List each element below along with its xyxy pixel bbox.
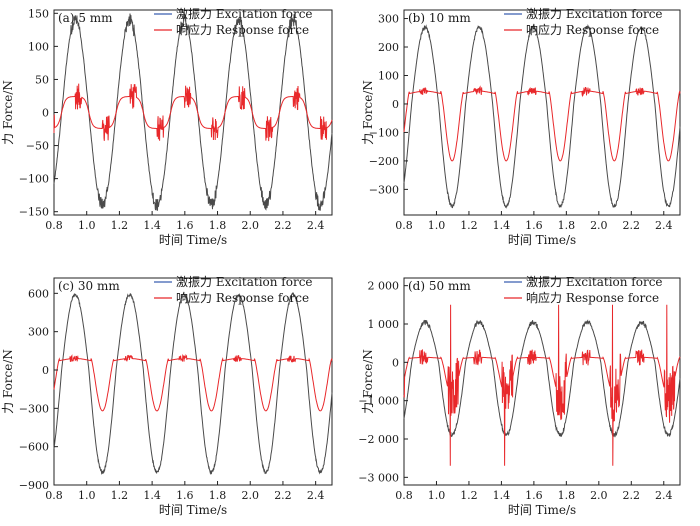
y-tick-label: −50	[26, 140, 49, 153]
x-tick-label: 1.2	[111, 219, 129, 232]
y-tick-label: 0	[392, 356, 399, 369]
legend-label-excitation: 激振力 Excitation force	[526, 7, 663, 21]
series-line-excitation	[53, 13, 333, 211]
x-tick-label: 1.0	[428, 219, 446, 232]
legend-label-response: 响应力 Response force	[176, 22, 309, 37]
x-tick-label: 1.4	[143, 489, 161, 502]
chart-panel-c: 0.8 1.0 1.2 1.4 1.6 1.8 2.0 2.2 2.4 −900 −600 −300 0…	[1, 275, 333, 517]
x-tick-label: 2.4	[307, 489, 325, 502]
x-tick-label: 2.0	[590, 489, 608, 502]
y-tick-label: 0	[392, 98, 399, 111]
y-axis-label: 力 Force/N	[1, 349, 15, 414]
x-tick-label: 1.8	[209, 219, 227, 232]
x-tick-label: 1.6	[176, 219, 194, 232]
y-tick-label: −100	[19, 173, 49, 186]
x-axis-label: 时间 Time/s	[508, 233, 576, 247]
y-tick-label: 150	[28, 7, 49, 20]
y-tick-label: −200	[369, 155, 399, 168]
x-tick-label: 0.8	[395, 219, 413, 232]
x-tick-label: 0.8	[45, 489, 63, 502]
y-tick-label: 50	[35, 73, 49, 86]
y-tick-label: 600	[28, 287, 49, 300]
y-tick-label: 1 000	[368, 318, 400, 331]
x-tick-label: 2.0	[590, 219, 608, 232]
x-tick-label: 1.8	[209, 489, 227, 502]
y-tick-label: −100	[369, 126, 399, 139]
panel-title: (d) 50 mm	[408, 279, 471, 293]
x-tick-label: 1.6	[525, 219, 543, 232]
x-tick-label: 1.0	[78, 489, 96, 502]
x-axis-label: 时间 Time/s	[159, 503, 227, 517]
y-tick-label: 300	[378, 13, 399, 26]
y-tick-label: 2 000	[368, 280, 400, 293]
y-tick-label: −1 000	[358, 395, 399, 408]
x-tick-label: 1.2	[460, 489, 478, 502]
x-tick-label: 1.8	[558, 219, 576, 232]
panel-title: (a) 5 mm	[58, 11, 113, 25]
x-axis-label: 时间 Time/s	[508, 503, 576, 517]
plot-frame	[403, 9, 681, 216]
x-tick-label: 1.2	[111, 489, 129, 502]
legend-label-excitation: 激振力 Excitation force	[176, 7, 313, 21]
x-tick-label: 1.4	[493, 489, 511, 502]
panel-title: (c) 30 mm	[58, 279, 120, 293]
x-tick-label: 1.8	[558, 489, 576, 502]
series-line-response	[403, 304, 681, 466]
legend-label-excitation: 激振力 Excitation force	[526, 275, 663, 289]
x-tick-label: 1.4	[143, 219, 161, 232]
legend-label-excitation: 激振力 Excitation force	[176, 275, 313, 289]
y-axis-label: 力 Force/N	[1, 80, 15, 145]
x-tick-label: 1.4	[493, 219, 511, 232]
x-tick-label: 2.2	[274, 219, 292, 232]
y-tick-label: −2 000	[358, 433, 399, 446]
y-tick-label: 300	[28, 326, 49, 339]
x-tick-label: 0.8	[45, 219, 63, 232]
x-tick-label: 0.8	[395, 489, 413, 502]
legend-label-response: 响应力 Response force	[526, 22, 659, 37]
chart-panel-b: 0.8 1.0 1.2 1.4 1.6 1.8 2.0 2.2 2.4 −300 −200 −100 0…	[361, 7, 681, 247]
series-line-response	[53, 83, 333, 142]
x-tick-label: 2.4	[655, 219, 673, 232]
x-tick-label: 2.4	[307, 219, 325, 232]
y-tick-label: 0	[42, 364, 49, 377]
y-tick-label: −150	[19, 206, 49, 219]
series-line-response	[53, 353, 333, 412]
y-tick-label: 0	[42, 107, 49, 120]
panel-title: (b) 10 mm	[408, 11, 471, 25]
y-tick-label: 100	[28, 40, 49, 53]
x-tick-label: 2.0	[241, 489, 259, 502]
legend-label-response: 响应力 Response force	[526, 290, 659, 305]
series-line-excitation	[53, 291, 333, 476]
y-tick-label: −300	[19, 402, 49, 415]
y-axis-label: 力 Force/N	[361, 349, 375, 414]
x-tick-label: 1.6	[525, 489, 543, 502]
y-tick-label: 200	[378, 41, 399, 54]
plot-frame	[53, 9, 333, 216]
chart-panel-a: 0.8 1.0 1.2 1.4 1.6 1.8 2.0 2.2 2.4 −150 −100 −50 0 5…	[1, 7, 333, 247]
y-tick-label: −300	[369, 183, 399, 196]
x-tick-label: 2.2	[623, 489, 641, 502]
x-tick-label: 1.0	[428, 489, 446, 502]
x-tick-label: 2.4	[655, 489, 673, 502]
y-tick-label: −600	[19, 441, 49, 454]
x-tick-label: 1.0	[78, 219, 96, 232]
x-tick-label: 1.6	[176, 489, 194, 502]
y-tick-label: −3 000	[358, 471, 399, 484]
series-line-response	[403, 85, 681, 162]
legend-label-response: 响应力 Response force	[176, 290, 309, 305]
plot-frame	[403, 277, 681, 486]
series-line-excitation	[403, 23, 681, 209]
plot-frame	[53, 277, 333, 486]
y-tick-label: −900	[19, 479, 49, 492]
y-tick-label: 100	[378, 69, 399, 82]
x-tick-label: 1.2	[460, 219, 478, 232]
x-axis-label: 时间 Time/s	[159, 233, 227, 247]
y-axis-label: 力 Force/N	[361, 80, 375, 145]
x-tick-label: 2.2	[274, 489, 292, 502]
x-tick-label: 2.0	[241, 219, 259, 232]
chart-panel-d: 0.8 1.0 1.2 1.4 1.6 1.8 2.0 2.2 2.4 −3 000 −2 000 −…	[358, 275, 681, 517]
x-tick-label: 2.2	[623, 219, 641, 232]
